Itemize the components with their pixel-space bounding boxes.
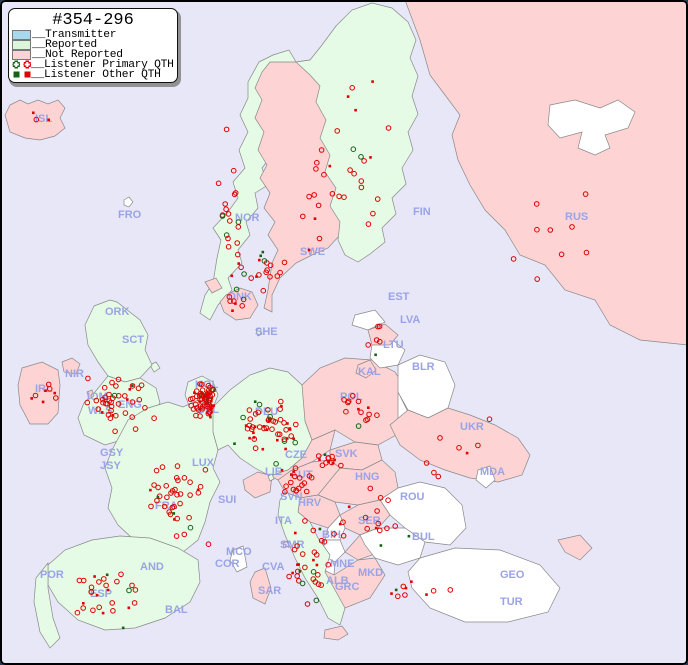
svg-text:ITA: ITA bbox=[275, 515, 292, 527]
svg-text:NOR: NOR bbox=[235, 212, 260, 224]
svg-text:BAL: BAL bbox=[165, 604, 188, 616]
svg-text:IRL: IRL bbox=[35, 383, 53, 395]
svg-text:SCT: SCT bbox=[122, 334, 144, 346]
svg-text:RUS: RUS bbox=[565, 211, 588, 223]
svg-text:POR: POR bbox=[40, 569, 64, 581]
svg-text:KAL: KAL bbox=[358, 366, 381, 378]
svg-text:TUR: TUR bbox=[500, 596, 523, 608]
svg-text:MDA: MDA bbox=[480, 466, 505, 478]
svg-text:BLR: BLR bbox=[412, 361, 435, 373]
svg-text:HRV: HRV bbox=[298, 497, 322, 509]
svg-text:GEO: GEO bbox=[500, 569, 525, 581]
svg-text:MKD: MKD bbox=[358, 567, 383, 579]
svg-text:AND: AND bbox=[140, 561, 164, 573]
svg-text:ROU: ROU bbox=[400, 491, 425, 503]
svg-text:CZE: CZE bbox=[285, 449, 307, 461]
svg-text:GSY: GSY bbox=[100, 447, 124, 459]
svg-text:BUL: BUL bbox=[412, 531, 435, 543]
svg-text:HNG: HNG bbox=[355, 471, 379, 483]
svg-text:EST: EST bbox=[388, 291, 410, 303]
svg-text:LUX: LUX bbox=[192, 457, 215, 469]
svg-text:SHE: SHE bbox=[255, 326, 278, 338]
svg-text:SVK: SVK bbox=[335, 448, 358, 460]
svg-text:CVA: CVA bbox=[262, 561, 284, 573]
svg-text:SAR: SAR bbox=[258, 585, 281, 597]
svg-text:GRC: GRC bbox=[335, 581, 360, 593]
svg-text:FIN: FIN bbox=[413, 206, 431, 218]
svg-text:MNE: MNE bbox=[330, 558, 354, 570]
svg-text:FRO: FRO bbox=[118, 209, 142, 221]
svg-text:MCO: MCO bbox=[226, 546, 252, 558]
svg-text:JSY: JSY bbox=[100, 460, 121, 472]
svg-text:UKR: UKR bbox=[460, 421, 484, 433]
svg-text:NIR: NIR bbox=[65, 368, 84, 380]
svg-text:COR: COR bbox=[215, 558, 240, 570]
svg-text:LIE: LIE bbox=[265, 466, 282, 478]
svg-text:SUI: SUI bbox=[218, 494, 236, 506]
svg-text:LTU: LTU bbox=[383, 339, 404, 351]
svg-text:ORK: ORK bbox=[105, 306, 130, 318]
svg-text:LVA: LVA bbox=[400, 314, 420, 326]
svg-text:SWE: SWE bbox=[300, 246, 325, 258]
